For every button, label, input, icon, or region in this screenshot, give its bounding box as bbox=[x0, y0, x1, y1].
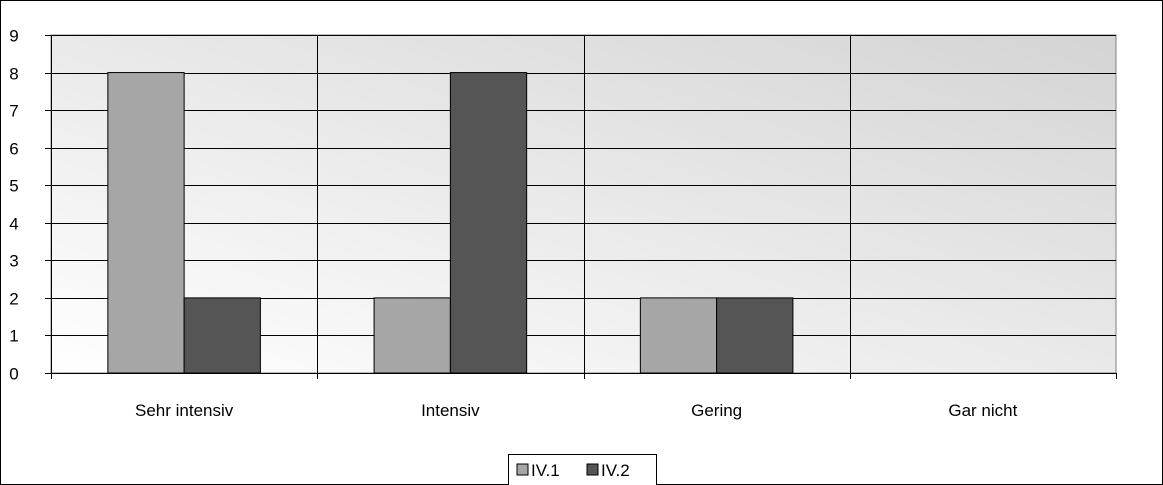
axes bbox=[45, 35, 1117, 379]
y-tick-label: 6 bbox=[9, 140, 18, 159]
legend: IV.1 IV.2 bbox=[508, 454, 657, 485]
y-tick-label: 1 bbox=[9, 327, 18, 346]
x-axis-labels: Sehr intensiv Intensiv Gering Gar nicht bbox=[135, 401, 1018, 420]
bar-iv-1-0 bbox=[107, 72, 185, 374]
y-tick-label: 3 bbox=[9, 252, 18, 271]
bar-iv-1-1 bbox=[373, 297, 451, 374]
y-tick-label: 2 bbox=[9, 290, 18, 309]
y-tick-label: 5 bbox=[9, 177, 18, 196]
y-tick-label: 7 bbox=[9, 102, 18, 121]
y-axis-ticks: 0 1 2 3 4 5 6 7 8 9 bbox=[9, 27, 51, 384]
legend-swatch bbox=[516, 463, 529, 476]
y-tick-label: 4 bbox=[9, 215, 18, 234]
y-tick-label: 0 bbox=[9, 365, 18, 384]
bar-iv-2-1 bbox=[449, 72, 528, 374]
x-category-label: Sehr intensiv bbox=[135, 401, 234, 420]
y-tick-label: 8 bbox=[9, 65, 18, 84]
legend-label: IV.1 bbox=[531, 461, 560, 480]
x-category-label: Intensiv bbox=[421, 401, 480, 420]
bar-iv-2-2 bbox=[716, 297, 794, 374]
y-tick-label: 9 bbox=[9, 27, 18, 46]
legend-box bbox=[508, 454, 657, 485]
x-category-label: Gering bbox=[691, 401, 742, 420]
bars bbox=[107, 72, 794, 374]
bar-iv-1-2 bbox=[639, 297, 718, 374]
legend-swatch bbox=[586, 463, 599, 476]
x-category-label: Gar nicht bbox=[948, 401, 1017, 420]
bar-iv-2-0 bbox=[183, 297, 261, 374]
legend-label: IV.2 bbox=[601, 461, 630, 480]
